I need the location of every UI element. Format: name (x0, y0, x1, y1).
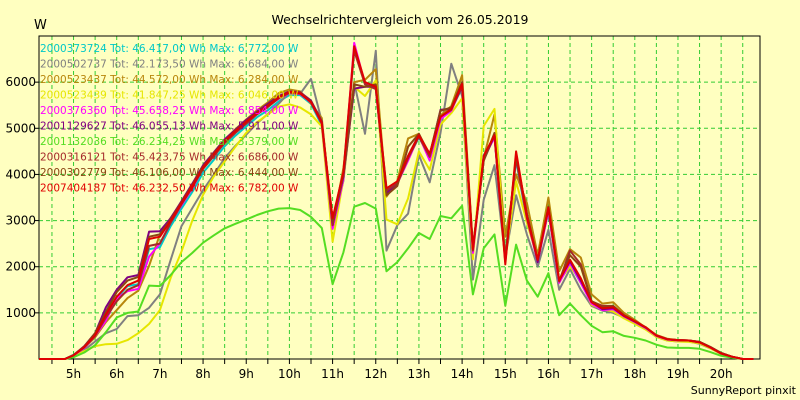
x-tick-label: 13h (407, 367, 430, 381)
legend-entry: 2000523439 Tot: 41.847,25 Wh Max: 6.046,… (40, 90, 299, 102)
legend-entry: 2000376360 Tot: 45.658,25 Wh Max: 6.854,… (40, 105, 299, 117)
x-tick-label: 20h (710, 367, 733, 381)
chart-title: Wechselrichtervergleich vom 26.05.2019 (271, 12, 528, 27)
x-tick-label: 11h (321, 367, 344, 381)
plot-frame (38, 35, 761, 360)
series-line (39, 45, 754, 360)
legend-entry: 2000316121 Tot: 45.423,75 Wh Max: 6.686,… (40, 152, 299, 164)
x-tick-label: 16h (537, 367, 560, 381)
series-line (39, 202, 754, 360)
legend-entry: 2001132036 Tot: 26.234,25 Wh Max: 3.379,… (40, 136, 299, 148)
y-tick-label: 2000 (5, 260, 36, 274)
y-tick-label: 6000 (5, 75, 36, 89)
x-tick-label: 5h (66, 367, 81, 381)
x-tick-label: 10h (278, 367, 301, 381)
x-tick-label: 19h (667, 367, 690, 381)
legend-entry: 2000502737 Tot: 42.173,50 Wh Max: 6.684,… (40, 59, 299, 71)
series-line (39, 79, 754, 360)
x-tick-label: 17h (580, 367, 603, 381)
legend-entry: 2000302779 Tot: 46.106,00 Wh Max: 6.444,… (40, 167, 299, 179)
footer-credit: SunnyReport pinxit (691, 384, 797, 397)
series-lines (39, 41, 754, 360)
legend-entry: 2007404187 Tot: 46.232,50 Wh Max: 6.782,… (40, 183, 299, 195)
x-tick-label: 8h (195, 367, 210, 381)
legend: 2000373724 Tot: 46.417,00 Wh Max: 6.772,… (40, 43, 299, 195)
x-tick-label: 12h (364, 367, 387, 381)
legend-entry: 2000523437 Tot: 44.572,00 Wh Max: 6.284,… (40, 74, 299, 86)
y-tick-label: 5000 (5, 121, 36, 135)
legend-entry: 2000373724 Tot: 46.417,00 Wh Max: 6.772,… (40, 43, 299, 55)
y-tick-label: 3000 (5, 214, 36, 228)
y-tick-label: 4000 (5, 167, 36, 181)
y-axis-unit-label: W (34, 18, 47, 33)
x-tick-label: 18h (623, 367, 646, 381)
y-tick-label: 1000 (5, 306, 36, 320)
x-tick-label: 14h (451, 367, 474, 381)
legend-entry: 2001129627 Tot: 46.055,13 Wh Max: 5.911,… (40, 121, 299, 133)
x-tick-label: 7h (152, 367, 167, 381)
axes: 1000 2000 3000 4000 5000 6000 5h 6h 7h 8h 9h 10h 11h… (5, 35, 761, 381)
x-tick-label: 6h (109, 367, 124, 381)
x-tick-label: 9h (239, 367, 254, 381)
x-tick-label: 15h (494, 367, 517, 381)
grid-lines (39, 36, 760, 359)
